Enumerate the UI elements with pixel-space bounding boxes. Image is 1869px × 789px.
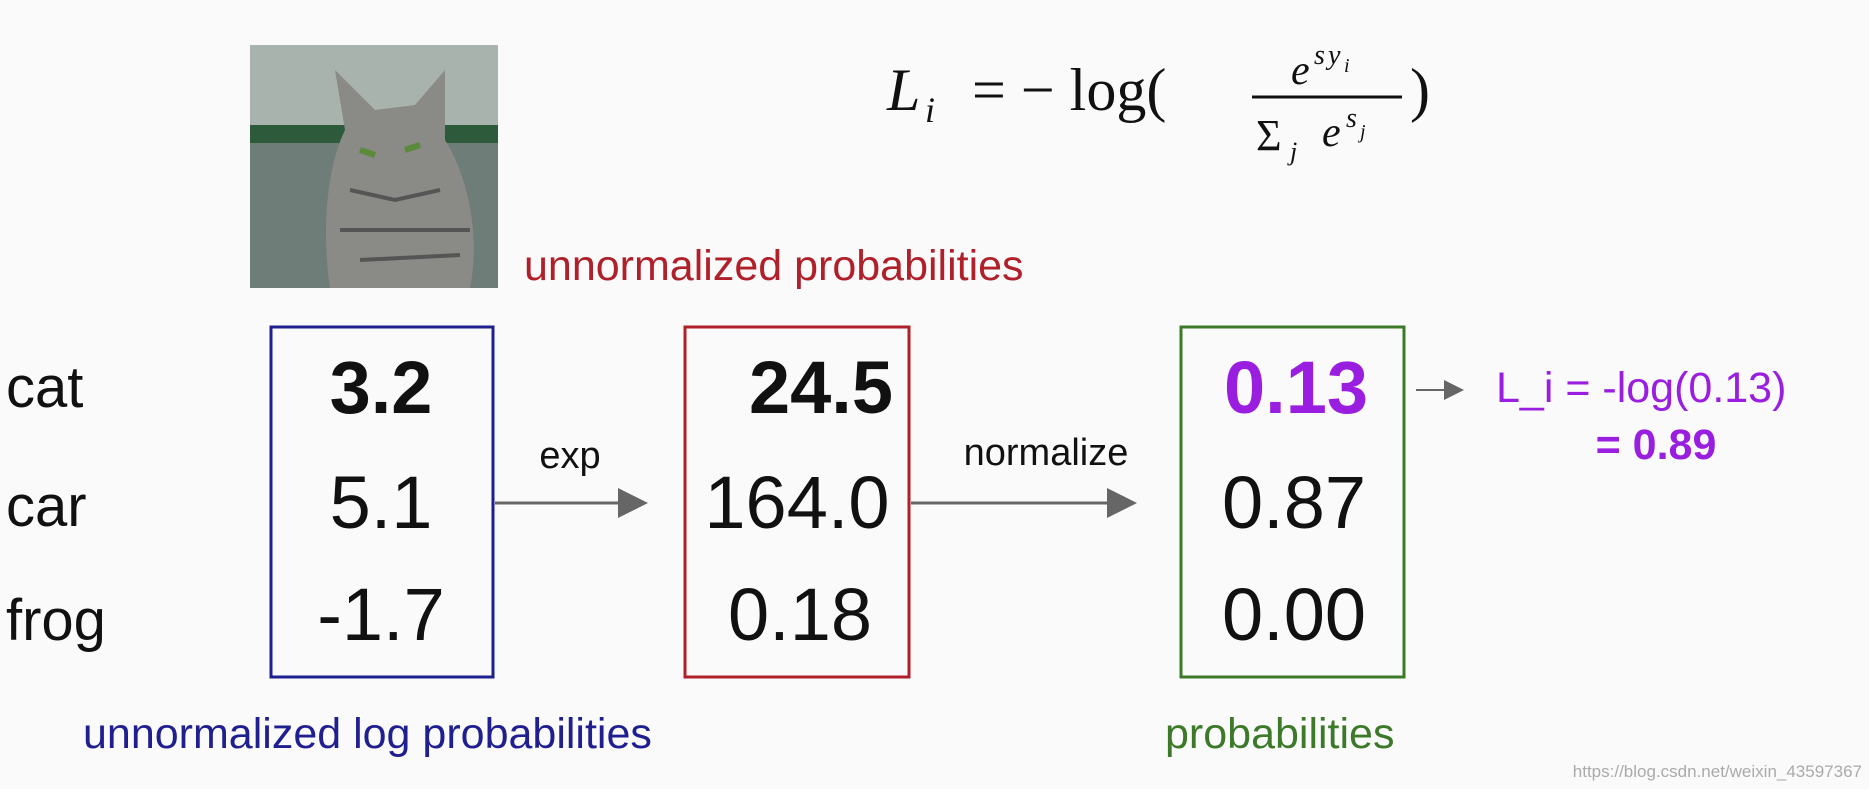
- exp-value: 24.5: [749, 346, 893, 429]
- arrow-label: normalize: [964, 432, 1129, 474]
- bottom-label: unnormalized log probabilities: [83, 710, 652, 758]
- formula-text: e: [1291, 48, 1310, 94]
- formula-text: e: [1322, 110, 1341, 156]
- arrow-label: exp: [539, 435, 600, 477]
- formula: L i = − log( e s y i Σ j e s j ): [886, 40, 1430, 166]
- exp-value: 164.0: [704, 461, 889, 544]
- formula-text: j: [1287, 137, 1297, 166]
- formula-text: = − log(: [972, 57, 1166, 123]
- cat-image: [250, 45, 498, 288]
- probability: 0.87: [1222, 461, 1366, 544]
- loss-text: L_i = -log(0.13): [1496, 364, 1786, 412]
- probability: 0.13: [1224, 346, 1368, 429]
- score-box: [269, 325, 495, 679]
- formula-text: i: [925, 90, 935, 130]
- formula-text: s: [1314, 40, 1325, 71]
- score: -1.7: [317, 573, 445, 656]
- exp-box: [683, 325, 911, 679]
- probability: 0.00: [1222, 573, 1366, 656]
- score: 5.1: [330, 461, 433, 544]
- formula-text: ): [1410, 57, 1430, 123]
- formula-text: Σ: [1256, 111, 1282, 160]
- exp-value: 0.18: [728, 573, 872, 656]
- formula-text: L: [886, 57, 920, 123]
- loss-text: = 0.89: [1596, 421, 1717, 469]
- score: 3.2: [330, 346, 433, 429]
- class-label: frog: [6, 588, 106, 653]
- top-label: unnormalized probabilities: [524, 242, 1024, 290]
- watermark: https://blog.csdn.net/weixin_43597367: [1573, 762, 1862, 781]
- formula-text: i: [1344, 55, 1350, 77]
- formula-text: y: [1325, 40, 1341, 71]
- formula-text: s: [1346, 103, 1357, 134]
- bottom-label: probabilities: [1165, 710, 1394, 758]
- class-label: cat: [6, 355, 83, 420]
- prob-box: [1179, 325, 1406, 679]
- formula-text: j: [1357, 121, 1366, 143]
- class-label: car: [6, 474, 87, 539]
